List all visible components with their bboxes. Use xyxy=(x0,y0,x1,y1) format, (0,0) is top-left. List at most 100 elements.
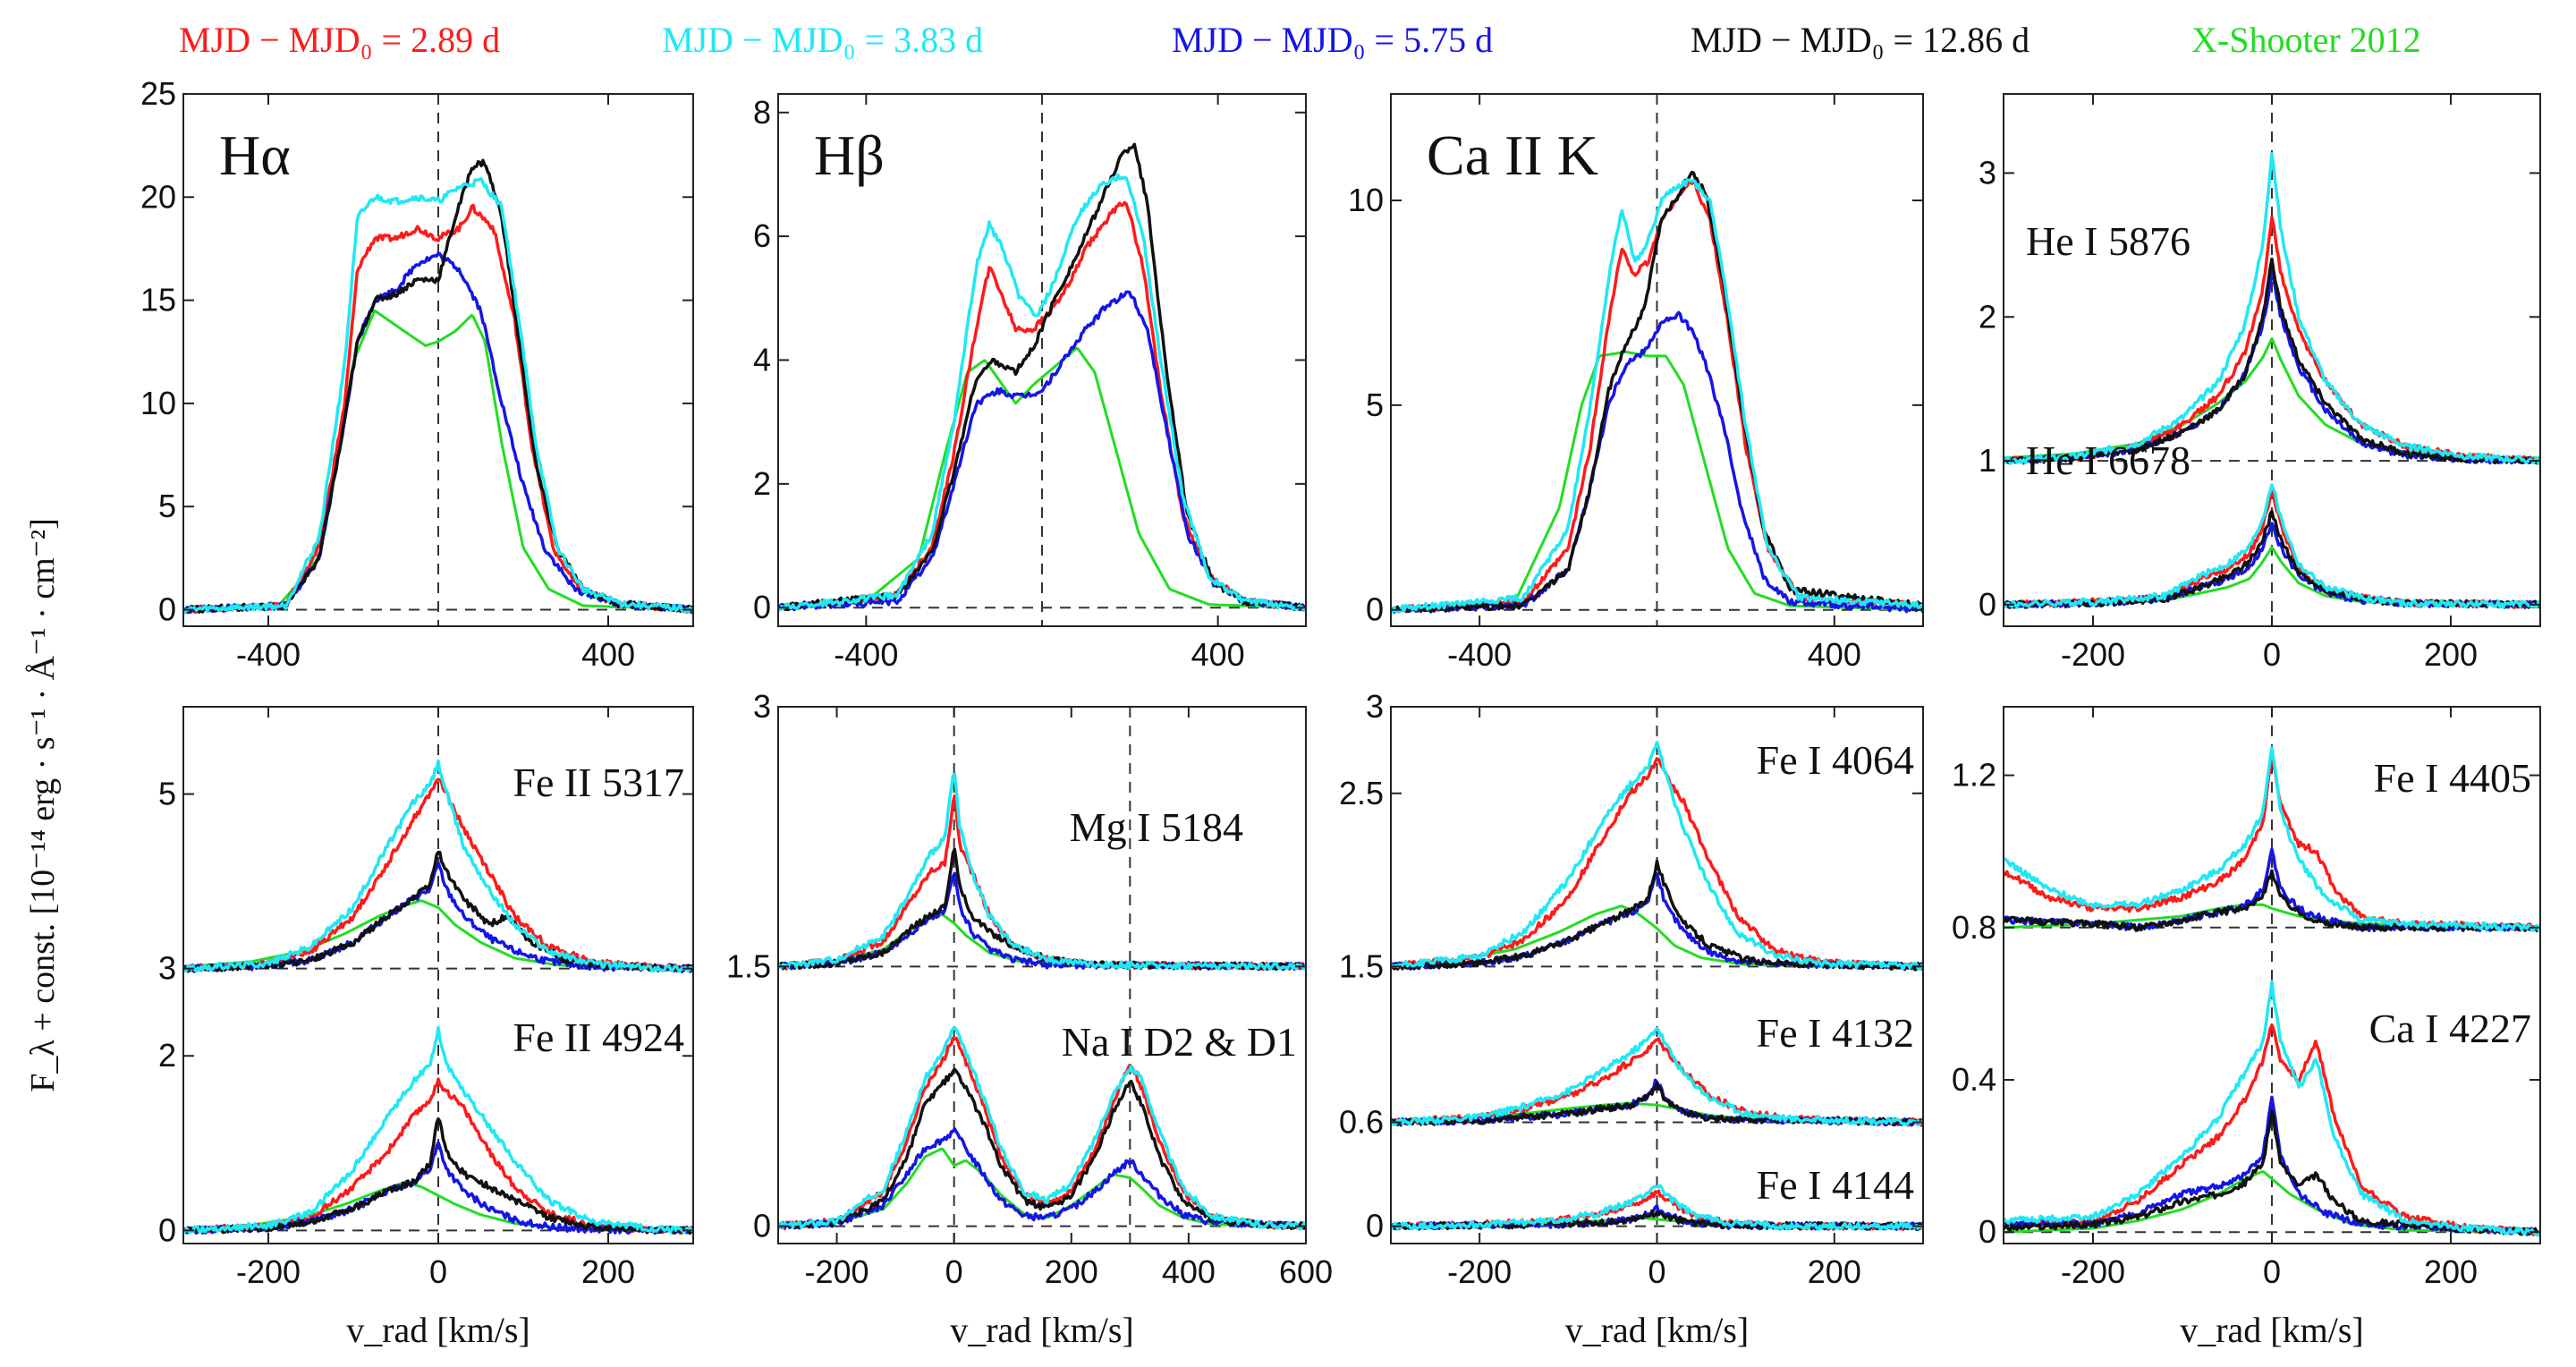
line-label: Ca II K xyxy=(1427,123,1598,187)
panel: 0 1 2 3 -200 0 200 He I 5876 He I 6678 xyxy=(1979,93,2541,673)
x-axis-label: v_rad [km/s] xyxy=(950,1310,1134,1350)
series-line-cyan xyxy=(1391,178,1923,614)
line-label: Fe II 4924 xyxy=(513,1015,684,1060)
series-line-cyan xyxy=(183,759,693,973)
line-label: Hβ xyxy=(814,123,885,187)
legend-item: MJD − MJD₀ = 5.75 d xyxy=(1172,20,1493,60)
series-line-black xyxy=(183,850,693,973)
axes-frame xyxy=(1390,93,1924,627)
x-tick-label: 0 xyxy=(2263,1253,2281,1290)
panel: 0 2 4 6 8 -400 400 Hβ xyxy=(753,93,1307,673)
series-line-black xyxy=(778,847,1306,972)
x-tick-label: 200 xyxy=(1808,1253,1861,1290)
y-tick-label: 0.6 xyxy=(1339,1104,1384,1141)
x-tick-label: 200 xyxy=(2424,1253,2478,1290)
axes-frame xyxy=(777,706,1307,1244)
line-label: Na I D2 & D1 xyxy=(1062,1019,1297,1065)
x-tick-label: 200 xyxy=(1045,1253,1098,1290)
y-tick-label: 5 xyxy=(158,488,176,524)
series-line-cyan xyxy=(2004,745,2540,932)
y-tick-label: 25 xyxy=(140,75,176,112)
legend-item: MJD − MJD₀ = 3.83 d xyxy=(662,20,983,60)
line-label: Hα xyxy=(219,123,291,187)
x-tick-label: -200 xyxy=(2061,636,2125,673)
series-line-cyan xyxy=(778,173,1306,613)
line-label: Fe I 4132 xyxy=(1757,1010,1914,1056)
x-tick-label: 200 xyxy=(581,1253,635,1290)
panel: 0 5 10 15 20 25 -400 400 Hα xyxy=(140,75,694,673)
y-tick-label: 1.5 xyxy=(1339,947,1384,984)
y-tick-label: 10 xyxy=(140,385,176,421)
y-tick-label: 6 xyxy=(753,217,771,254)
x-tick-label: -400 xyxy=(1447,636,1512,673)
legend-item: MJD − MJD₀ = 2.89 d xyxy=(179,20,500,60)
y-tick-label: 0 xyxy=(158,591,176,628)
y-tick-label: 0 xyxy=(753,1208,771,1244)
series-line-cyan xyxy=(2004,483,2540,609)
y-tick-label: 1.2 xyxy=(1952,757,1996,794)
line-label: Fe I 4144 xyxy=(1757,1162,1914,1208)
line-label: Ca I 4227 xyxy=(2369,1006,2531,1051)
y-tick-label: 0 xyxy=(1979,586,1996,623)
y-tick-label: 0.4 xyxy=(1952,1061,1996,1098)
series-line-cyan xyxy=(2004,151,2540,465)
series-line-cyan xyxy=(1391,741,1923,971)
x-tick-label: 400 xyxy=(1162,1253,1216,1290)
y-tick-label: 2.5 xyxy=(1339,775,1384,811)
x-tick-label: 200 xyxy=(2424,636,2478,673)
series-line-cyan xyxy=(183,177,693,615)
series-line-cyan xyxy=(183,1025,693,1235)
panel: 0 0.6 1.5 2.5 3 -200 0 200 v_rad [km/s] Fe I 4064… xyxy=(1339,688,1924,1350)
series-line-black xyxy=(1391,170,1923,614)
panel: 0 2 3 5 -200 0 200 v_rad [km/s] Fe II 5317 Fe II … xyxy=(158,706,694,1350)
x-tick-label: 400 xyxy=(1808,636,1861,673)
series-line-cyan xyxy=(2004,980,2540,1237)
y-tick-label: 1 xyxy=(1979,442,1996,479)
y-tick-label: 0 xyxy=(158,1211,176,1248)
x-tick-label: 0 xyxy=(429,1253,447,1290)
y-axis-label: F_λ + const. [10⁻¹⁴ erg · s⁻¹ · Å⁻¹ · cm… xyxy=(24,518,62,1092)
y-tick-label: 15 xyxy=(140,282,176,318)
line-label: Fe I 4405 xyxy=(2374,755,2531,801)
x-tick-label: 400 xyxy=(581,636,635,673)
x-tick-label: -400 xyxy=(236,636,301,673)
series-line-cyan xyxy=(778,772,1306,971)
series-line-green xyxy=(2004,546,2540,607)
series-line-black xyxy=(2004,257,2540,465)
x-tick-label: -200 xyxy=(805,1253,869,1290)
line-label: Fe II 5317 xyxy=(513,760,684,805)
line-label: He I 5876 xyxy=(2026,218,2190,264)
x-tick-label: 600 xyxy=(1279,1253,1333,1290)
y-tick-label: 10 xyxy=(1348,182,1384,218)
x-tick-label: -200 xyxy=(236,1253,301,1290)
axes-frame xyxy=(182,93,694,627)
y-tick-label: 2 xyxy=(1979,298,1996,335)
y-tick-label: 5 xyxy=(1366,386,1384,423)
x-tick-label: -200 xyxy=(1447,1253,1512,1290)
y-tick-label: 5 xyxy=(158,776,176,812)
y-tick-label: 2 xyxy=(158,1037,176,1074)
y-tick-label: 0 xyxy=(1366,591,1384,628)
y-tick-label: 0 xyxy=(1366,1208,1384,1244)
legend-item: X-Shooter 2012 xyxy=(2191,20,2421,60)
series-line-cyan xyxy=(1391,1026,1923,1127)
series-line-black xyxy=(183,1117,693,1235)
y-tick-label: 3 xyxy=(1979,154,1996,191)
y-tick-label: 2 xyxy=(753,465,771,502)
line-label: He I 6678 xyxy=(2026,437,2190,483)
y-tick-label: 3 xyxy=(158,950,176,987)
y-tick-label: 3 xyxy=(753,688,771,725)
y-tick-label: 3 xyxy=(1366,688,1384,725)
line-label: Fe I 4064 xyxy=(1757,737,1914,783)
legend: MJD − MJD₀ = 2.89 d MJD − MJD₀ = 3.83 d MJ… xyxy=(179,20,2421,60)
y-tick-label: 0 xyxy=(753,589,771,625)
series-line-cyan xyxy=(1391,1184,1923,1231)
panel: 0 1.5 3 -200 0 200 400 600 v_rad [km/s] Mg I 5184… xyxy=(726,688,1333,1350)
y-tick-label: 0 xyxy=(1979,1213,1996,1250)
y-tick-label: 8 xyxy=(753,94,771,131)
x-axis-label: v_rad [km/s] xyxy=(1565,1310,1750,1350)
x-tick-label: -200 xyxy=(2061,1253,2125,1290)
x-axis-label: v_rad [km/s] xyxy=(2180,1310,2364,1350)
